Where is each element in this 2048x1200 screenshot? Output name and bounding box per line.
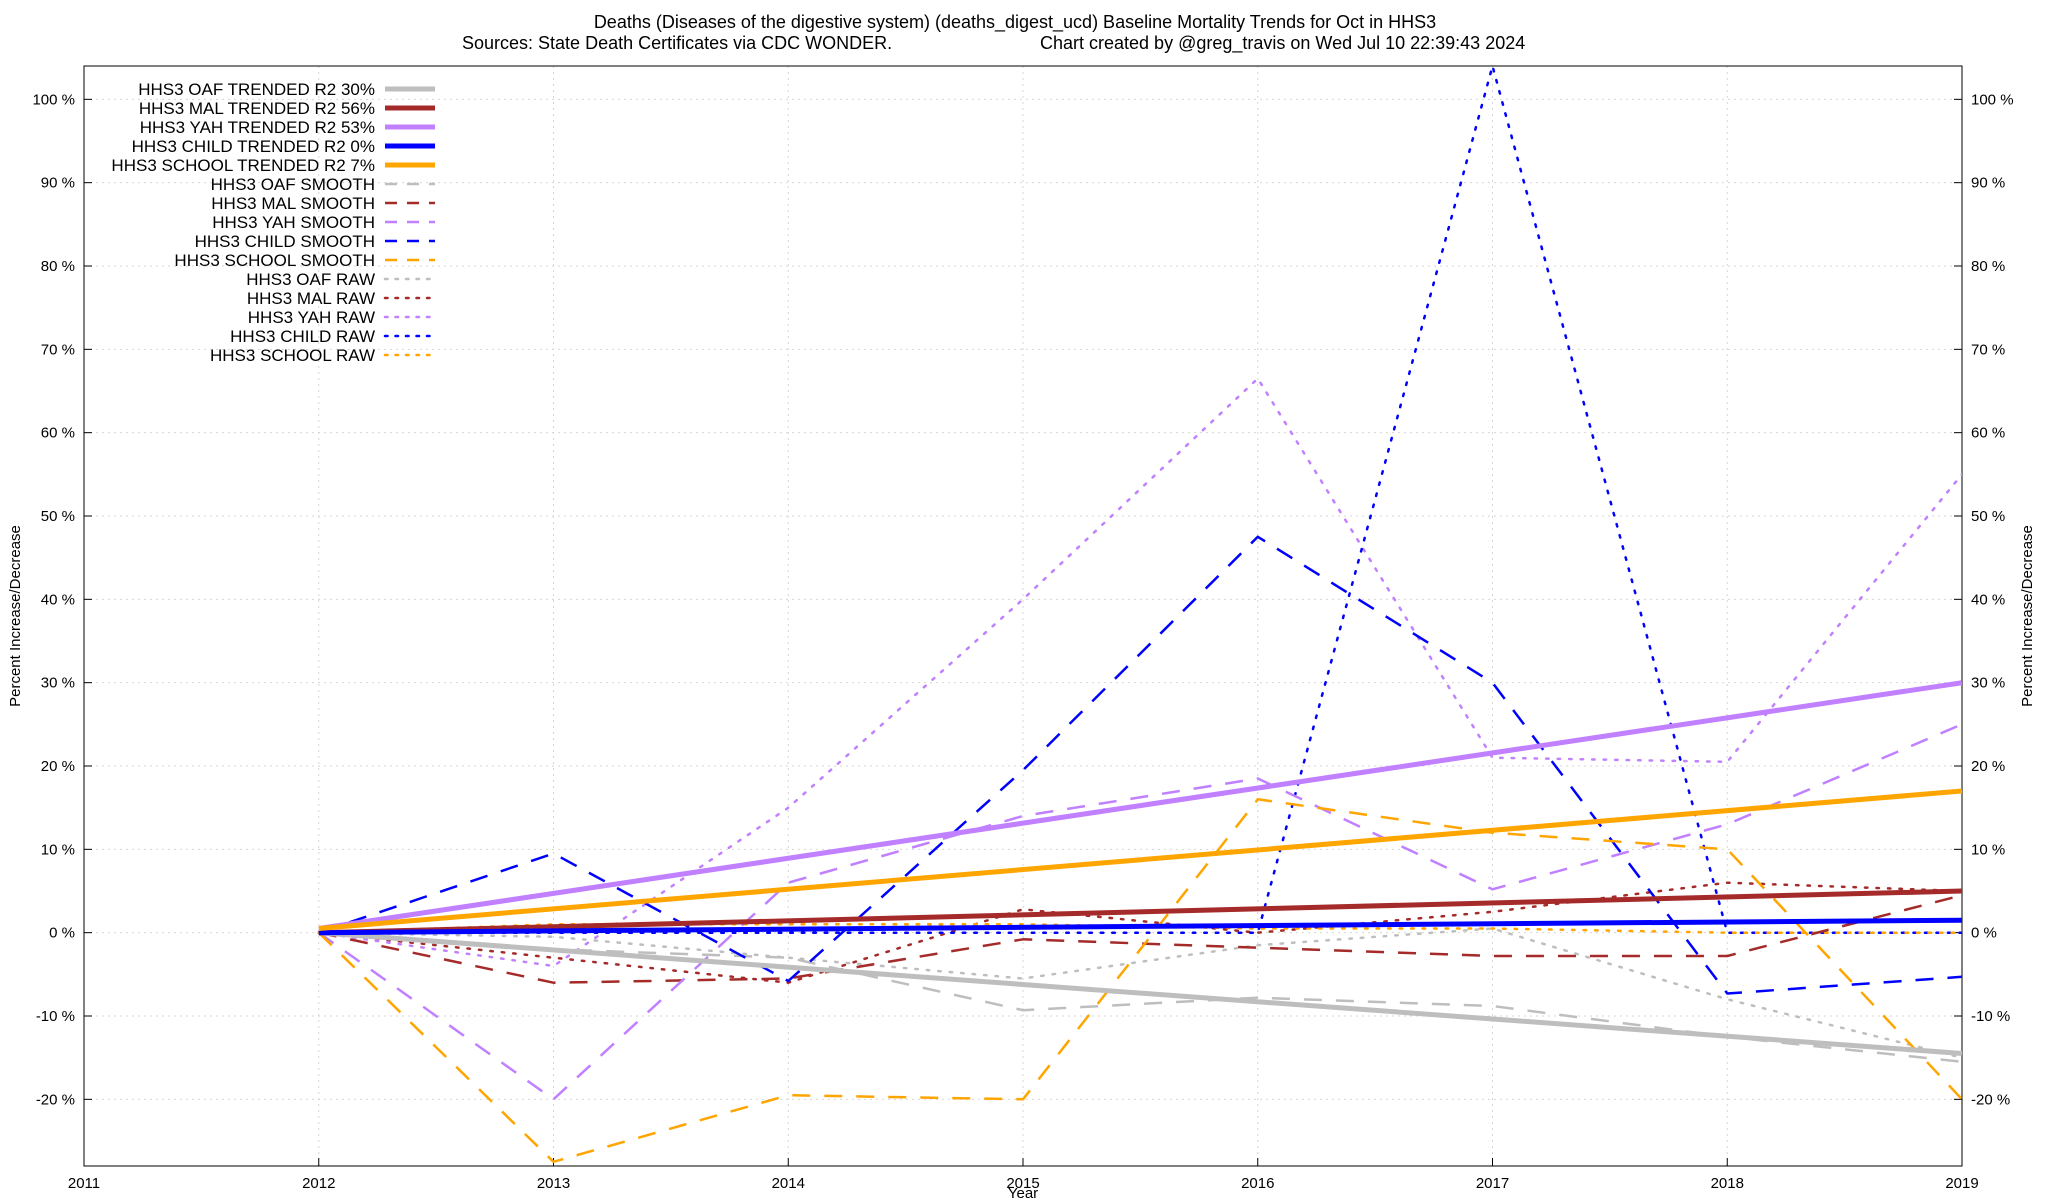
- y-tick-label-right: 50 %: [1971, 508, 2005, 525]
- legend-label: HHS3 CHILD TRENDED R2 0%: [132, 137, 375, 156]
- x-tick-label: 2016: [1241, 1175, 1274, 1192]
- x-tick-label: 2018: [1711, 1175, 1744, 1192]
- y-tick-label-right: 60 %: [1971, 425, 2005, 442]
- legend-label: HHS3 YAH RAW: [248, 308, 375, 327]
- series-lines: [317, 66, 1962, 1164]
- y-tick-label-left: 100 %: [32, 91, 75, 108]
- x-tick-label: 2012: [302, 1175, 335, 1192]
- series-line-hhs3-yah-smooth: [318, 723, 1962, 1101]
- x-tick-label: 2011: [68, 1175, 100, 1192]
- series-line-hhs3-school-trended-r2-7: [318, 788, 1962, 931]
- y-tick-label-right: 70 %: [1971, 341, 2005, 358]
- y-axis-label-left: Percent Increase/Decrease: [7, 525, 24, 707]
- y-tick-label-left: 80 %: [41, 258, 75, 275]
- y-tick-label-left: 60 %: [41, 425, 75, 442]
- series-line-hhs3-oaf-trended-r2-30: [318, 930, 1962, 1056]
- series-line-hhs3-mal-smooth: [318, 893, 1962, 984]
- series-line-hhs3-child-raw: [317, 66, 1962, 934]
- y-tick-label-right: 100 %: [1971, 91, 2014, 108]
- legend-label: HHS3 YAH SMOOTH: [212, 213, 375, 232]
- y-tick-label-left: 70 %: [41, 341, 75, 358]
- legend-label: HHS3 CHILD SMOOTH: [195, 232, 375, 251]
- x-axis: 2011 2012 2013 2014 2015 2016 2017 2018 2019: [68, 1158, 1979, 1192]
- x-tick-label: 2019: [1945, 1175, 1978, 1192]
- series-line-hhs3-yah-raw: [317, 377, 1962, 968]
- legend-label: HHS3 MAL SMOOTH: [211, 194, 375, 213]
- legend-label: HHS3 CHILD RAW: [230, 327, 375, 346]
- chart-title: Deaths (Diseases of the digestive system…: [594, 12, 1436, 33]
- x-axis-label: Year: [1008, 1185, 1038, 1200]
- y-tick-label-right: -10 %: [1971, 1008, 2010, 1025]
- y-tick-label-right: 20 %: [1971, 758, 2005, 775]
- legend-label: HHS3 OAF SMOOTH: [211, 175, 375, 194]
- y-tick-label-left: 10 %: [41, 841, 75, 858]
- y-tick-label-left: -20 %: [36, 1091, 75, 1108]
- legend-label: HHS3 MAL TRENDED R2 56%: [139, 99, 375, 118]
- y-tick-label-left: 0 %: [49, 925, 75, 942]
- legend-label: HHS3 SCHOOL SMOOTH: [174, 251, 375, 270]
- series-line-hhs3-mal-raw: [317, 881, 1962, 984]
- y-tick-label-left: 90 %: [41, 175, 75, 192]
- y-tick-label-right: 30 %: [1971, 675, 2005, 692]
- y-tick-label-right: -20 %: [1971, 1091, 2010, 1108]
- y-tick-label-left: 20 %: [41, 758, 75, 775]
- y-tick-label-right: 40 %: [1971, 591, 2005, 608]
- y-tick-label-left: 30 %: [41, 675, 75, 692]
- legend-label: HHS3 MAL RAW: [247, 289, 375, 308]
- x-tick-label: 2014: [772, 1175, 805, 1192]
- y-tick-label-right: 80 %: [1971, 258, 2005, 275]
- legend-label: HHS3 OAF RAW: [246, 270, 375, 289]
- chart-sources: Sources: State Death Certificates via CD…: [462, 33, 892, 53]
- legend-label: HHS3 SCHOOL RAW: [210, 346, 375, 365]
- y-tick-label-left: 50 %: [41, 508, 75, 525]
- y-tick-label-left: -10 %: [36, 1008, 75, 1025]
- legend-label: HHS3 YAH TRENDED R2 53%: [140, 118, 375, 137]
- series-line-hhs3-mal-trended-r2-56: [318, 888, 1962, 936]
- legend-label: HHS3 OAF TRENDED R2 30%: [138, 80, 375, 99]
- y-tick-label-right: 90 %: [1971, 175, 2005, 192]
- y-axis: -20 % -20 % -10 % -10 % 0 % 0 % 10 % 10 % 20 % 20…: [32, 91, 2013, 1108]
- legend: HHS3 OAF TRENDED R2 30%HHS3 MAL TRENDED …: [111, 80, 437, 365]
- chart-credit: Chart created by @greg_travis on Wed Jul…: [1040, 33, 1525, 54]
- series-line-hhs3-child-smooth: [318, 535, 1962, 995]
- x-tick-label: 2015: [1006, 1175, 1039, 1192]
- series-line-hhs3-oaf-raw: [317, 927, 1962, 1059]
- y-axis-label-right: Percent Increase/Decrease: [2019, 525, 2036, 707]
- series-line-hhs3-school-smooth: [317, 798, 1962, 1164]
- series-line-hhs3-yah-trended-r2-53: [318, 680, 1962, 931]
- y-tick-label-left: 40 %: [41, 591, 75, 608]
- y-tick-label-right: 0 %: [1971, 925, 1997, 942]
- x-tick-label: 2013: [537, 1175, 570, 1192]
- y-tick-label-right: 10 %: [1971, 841, 2005, 858]
- series-line-hhs3-child-trended-r2-0: [318, 917, 1962, 936]
- legend-label: HHS3 SCHOOL TRENDED R2 7%: [111, 156, 375, 175]
- x-tick-label: 2017: [1476, 1175, 1509, 1192]
- series-line-hhs3-school-raw: [317, 923, 1962, 934]
